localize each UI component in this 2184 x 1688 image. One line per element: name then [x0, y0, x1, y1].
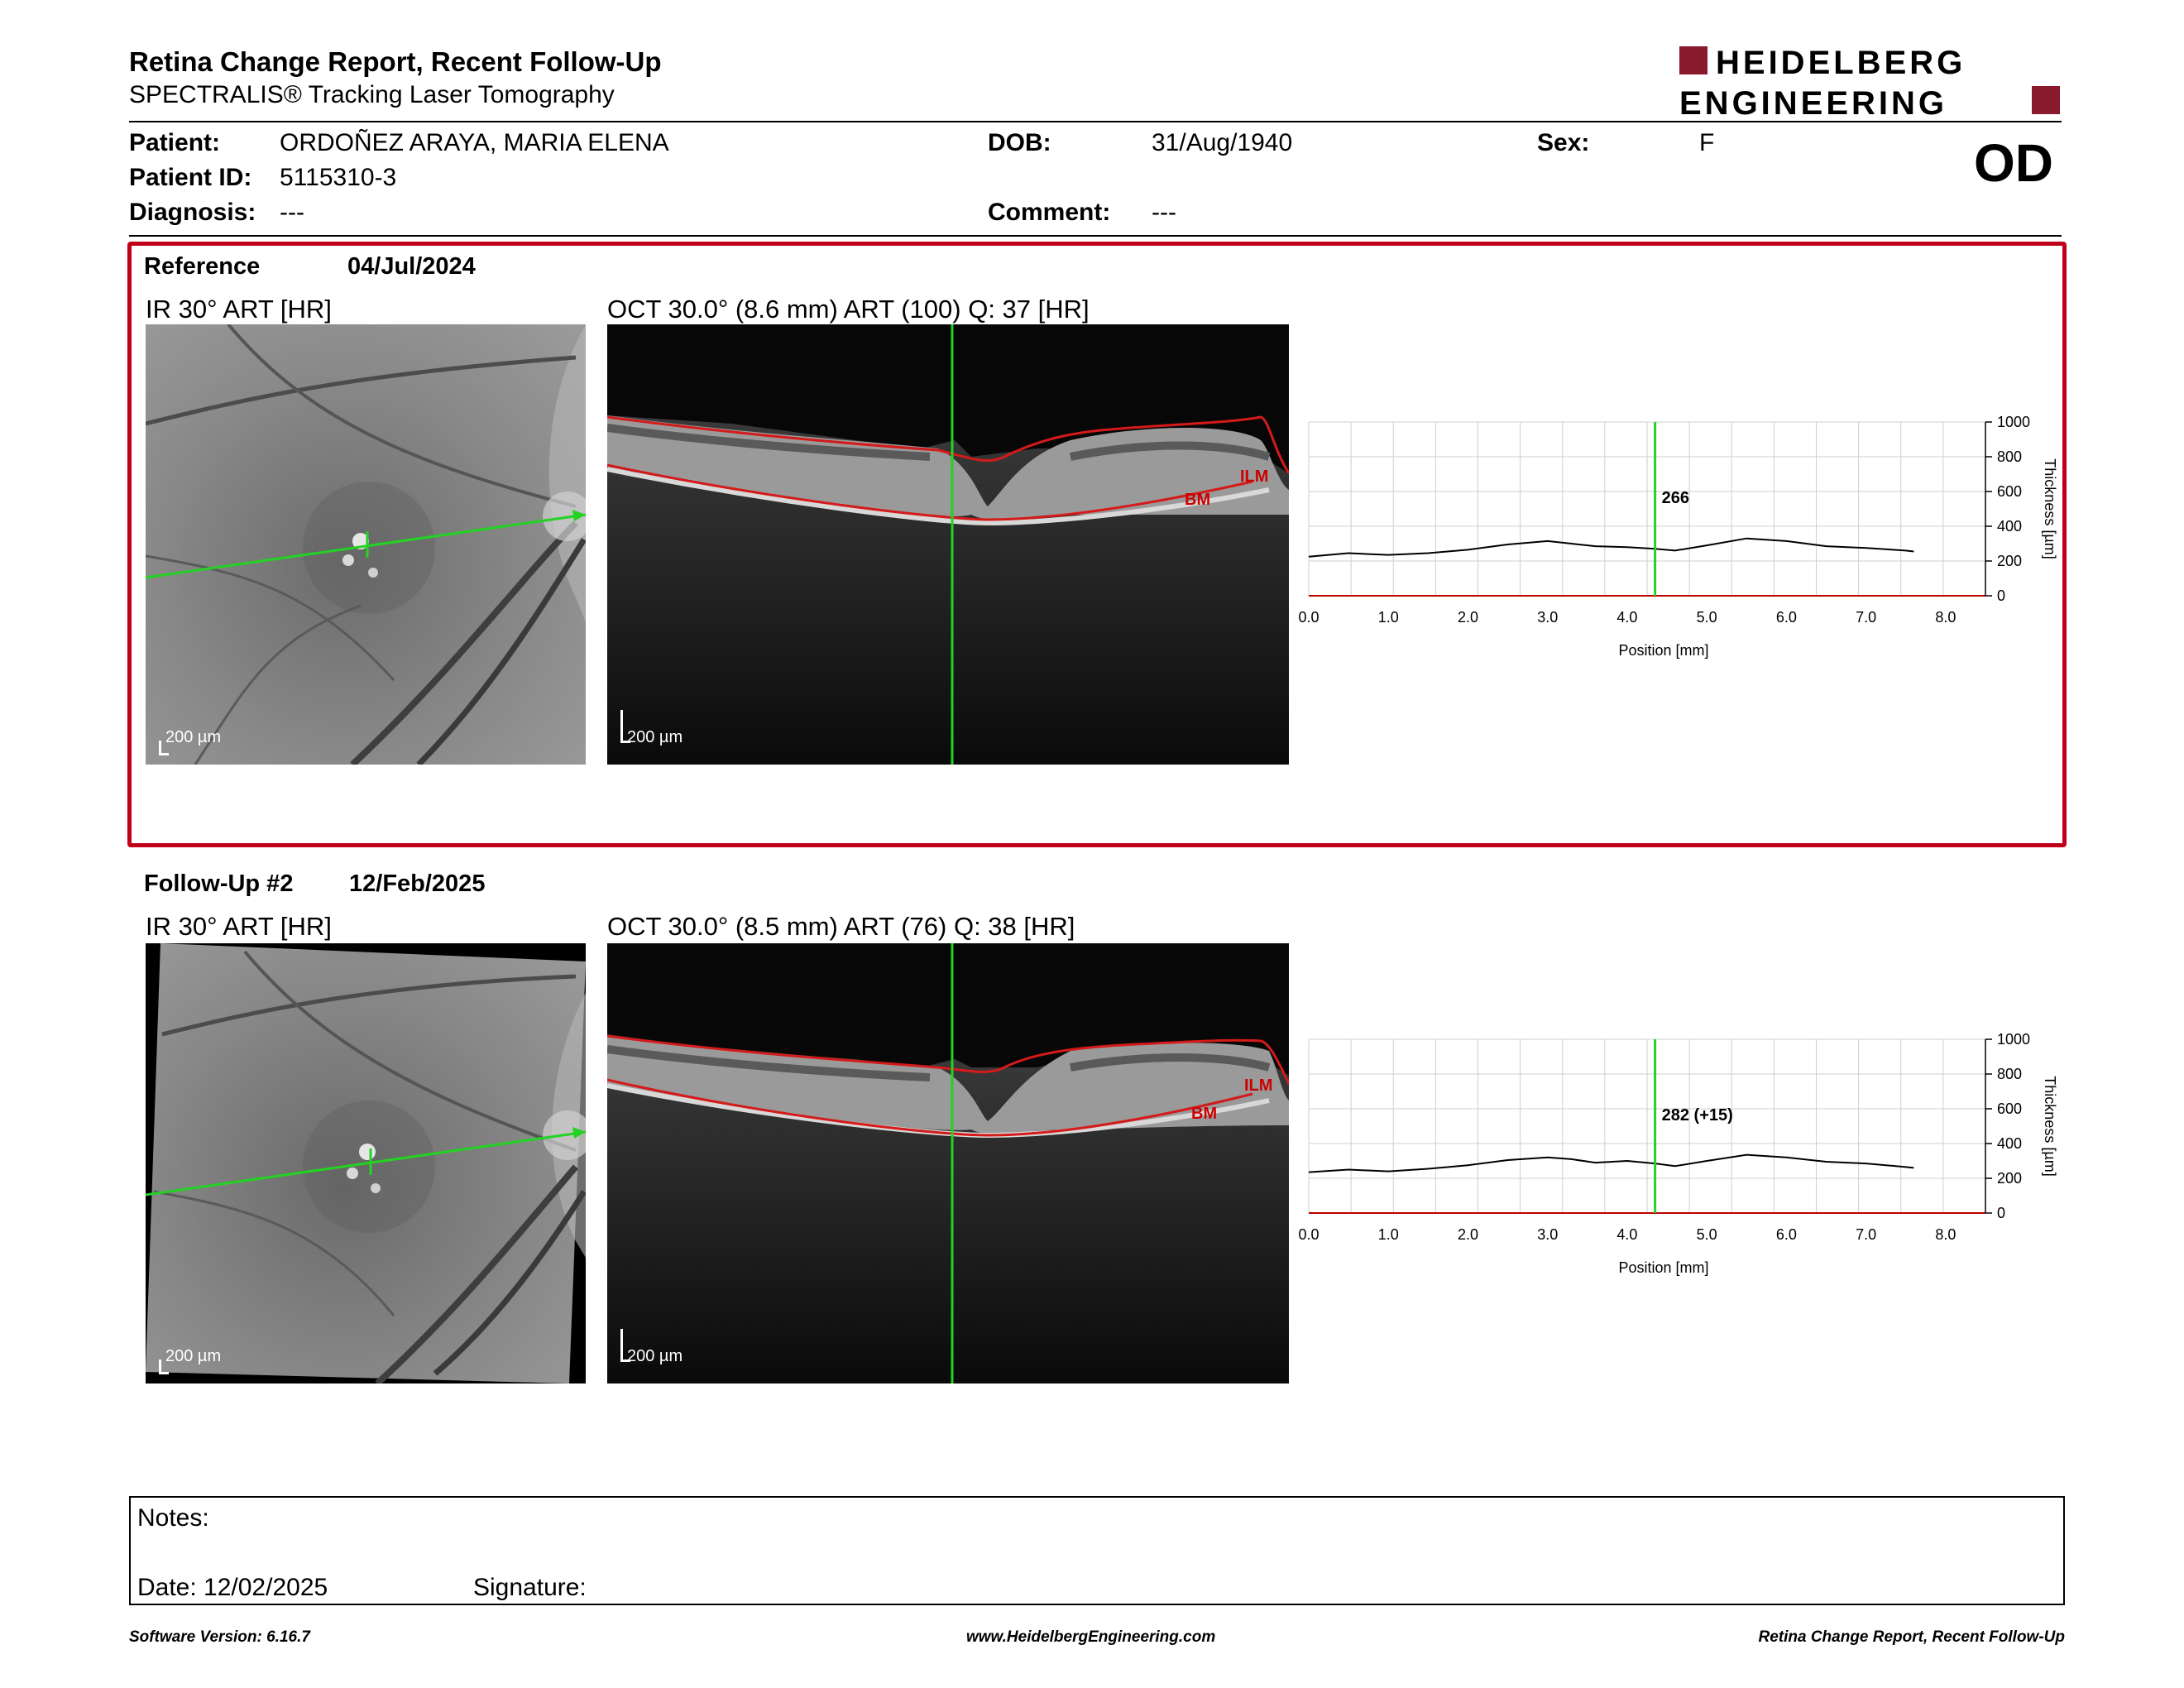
y-tick-label: 0	[1997, 1205, 2005, 1221]
sex-value: F	[1699, 129, 1715, 156]
x-tick-label: 8.0	[1935, 1226, 1956, 1243]
notes-box[interactable]: Notes: Date: 12/02/2025 Signature:	[129, 1496, 2065, 1605]
reference-thickness-chart: 0 200 400 600 800 1000 0.0 1.0 2.0 3.0 4.0 5.0 6.0 7.…	[1298, 414, 2076, 679]
footer-report-name: Retina Change Report, Recent Follow-Up	[1758, 1628, 2065, 1646]
notes-signature[interactable]: Signature:	[473, 1574, 587, 1601]
notes-date: Date: 12/02/2025	[137, 1574, 328, 1601]
x-tick-label: 7.0	[1856, 1226, 1876, 1243]
reference-oct-label: OCT 30.0° (8.6 mm) ART (100) Q: 37 [HR]	[607, 295, 1090, 324]
y-tick-label: 400	[1997, 1135, 2022, 1152]
comment-label: Comment:	[988, 199, 1111, 226]
followup-layer-ilm: ILM	[1244, 1077, 1272, 1095]
y-tick-label: 600	[1997, 1101, 2022, 1117]
x-tick-label: 1.0	[1378, 1226, 1399, 1243]
x-tick-label: 6.0	[1776, 609, 1797, 626]
x-tick-label: 2.0	[1458, 1226, 1478, 1243]
x-tick-label: 4.0	[1616, 1226, 1637, 1243]
y-tick-label: 800	[1997, 1066, 2022, 1082]
followup-ir-label: IR 30° ART [HR]	[146, 912, 332, 941]
reference-layer-ilm: ILM	[1240, 468, 1268, 486]
y-tick-label: 600	[1997, 483, 2022, 500]
y-axis-label: Thickness [µm]	[2042, 1076, 2058, 1176]
dob-value: 31/Aug/1940	[1152, 129, 1293, 156]
reference-ir-label: IR 30° ART [HR]	[146, 295, 332, 324]
reference-thickness-chart-svg: 0 200 400 600 800 1000 0.0 1.0 2.0 3.0 4.0 5.0 6.0 7.…	[1298, 414, 2058, 659]
dob-label: DOB:	[988, 129, 1051, 156]
x-tick-label: 2.0	[1458, 609, 1478, 626]
y-tick-label: 1000	[1997, 414, 2030, 430]
followup-oct-scale: 200 µm	[627, 1347, 683, 1365]
x-axis-label: Position [mm]	[1618, 642, 1708, 659]
followup-label: Follow-Up #2	[144, 870, 294, 897]
x-tick-label: 6.0	[1776, 1226, 1797, 1243]
followup-thickness-chart: 0 200 400 600 800 1000 0.0 1.0 2.0 3.0 4.0 5.0 6.0 7.…	[1298, 1031, 2076, 1296]
comment-value: ---	[1152, 199, 1176, 226]
reference-label: Reference	[144, 253, 261, 280]
patient-id-value: 5115310-3	[280, 164, 397, 191]
diagnosis-label: Diagnosis:	[129, 199, 256, 226]
y-tick-label: 0	[1997, 587, 2005, 604]
x-tick-label: 0.0	[1299, 609, 1320, 626]
sex-label: Sex:	[1537, 129, 1590, 156]
y-tick-label: 200	[1997, 1170, 2022, 1187]
patient-id-label: Patient ID:	[129, 164, 252, 191]
report-subtitle: SPECTRALIS® Tracking Laser Tomography	[129, 81, 615, 108]
followup-oct-label: OCT 30.0° (8.5 mm) ART (76) Q: 38 [HR]	[607, 912, 1075, 941]
y-tick-label: 400	[1997, 518, 2022, 535]
reference-ir-image[interactable]: 200 µm	[146, 324, 586, 765]
y-tick-label: 800	[1997, 448, 2022, 465]
reference-oct-scale: 200 µm	[627, 728, 683, 746]
thickness-series-line	[1308, 1153, 1914, 1173]
followup-ir-scale: 200 µm	[165, 1347, 222, 1365]
reference-date: 04/Jul/2024	[347, 253, 476, 280]
followup-layer-bm: BM	[1191, 1105, 1217, 1123]
logo-line2: ENGINEERING	[1679, 85, 1947, 119]
followup-ir-image[interactable]: 200 µm	[146, 943, 586, 1383]
chart-grid	[1308, 421, 1986, 597]
x-tick-label: 3.0	[1537, 1226, 1558, 1243]
reference-oct-image[interactable]: ILM BM 200 µm	[607, 324, 1289, 765]
notes-label: Notes:	[137, 1504, 209, 1532]
x-tick-label: 3.0	[1537, 609, 1558, 626]
thickness-series-line	[1308, 537, 1914, 558]
y-axis-label: Thickness [µm]	[2042, 458, 2058, 559]
reference-highlight-box	[127, 242, 2067, 847]
report-title: Retina Change Report, Recent Follow-Up	[129, 46, 662, 77]
footer-website[interactable]: www.HeidelbergEngineering.com	[966, 1628, 1216, 1646]
x-tick-label: 0.0	[1299, 1226, 1320, 1243]
heidelberg-logo: HEIDELBERG ENGINEERING	[1679, 43, 2062, 122]
y-tick-label: 1000	[1997, 1031, 2030, 1048]
x-tick-label: 5.0	[1697, 1226, 1717, 1243]
x-tick-label: 5.0	[1697, 609, 1717, 626]
header-divider	[129, 121, 2062, 122]
x-tick-label: 4.0	[1616, 609, 1637, 626]
eye-indicator: OD	[1974, 133, 2053, 193]
reference-layer-bm: BM	[1185, 491, 1210, 509]
position-marker-value: 282 (+15)	[1662, 1106, 1733, 1125]
logo-line1: HEIDELBERG	[1716, 45, 1966, 81]
x-tick-label: 1.0	[1378, 609, 1399, 626]
patient-label: Patient:	[129, 129, 221, 156]
footer-software-version: Software Version: 6.16.7	[129, 1628, 310, 1646]
reference-ir-scale: 200 µm	[165, 728, 222, 746]
x-tick-label: 8.0	[1935, 609, 1956, 626]
followup-thickness-chart-svg: 0 200 400 600 800 1000 0.0 1.0 2.0 3.0 4.0 5.0 6.0 7.…	[1298, 1031, 2058, 1276]
patient-name: ORDOÑEZ ARAYA, MARIA ELENA	[280, 129, 669, 156]
position-marker-value: 266	[1662, 489, 1689, 507]
x-tick-label: 7.0	[1856, 609, 1876, 626]
y-tick-label: 200	[1997, 553, 2022, 569]
followup-oct-image[interactable]: ILM BM 200 µm	[607, 943, 1289, 1383]
diagnosis-value: ---	[280, 199, 304, 226]
followup-date: 12/Feb/2025	[349, 870, 486, 897]
x-axis-label: Position [mm]	[1618, 1259, 1708, 1276]
patient-divider	[129, 235, 2062, 237]
chart-grid	[1308, 1038, 1986, 1214]
